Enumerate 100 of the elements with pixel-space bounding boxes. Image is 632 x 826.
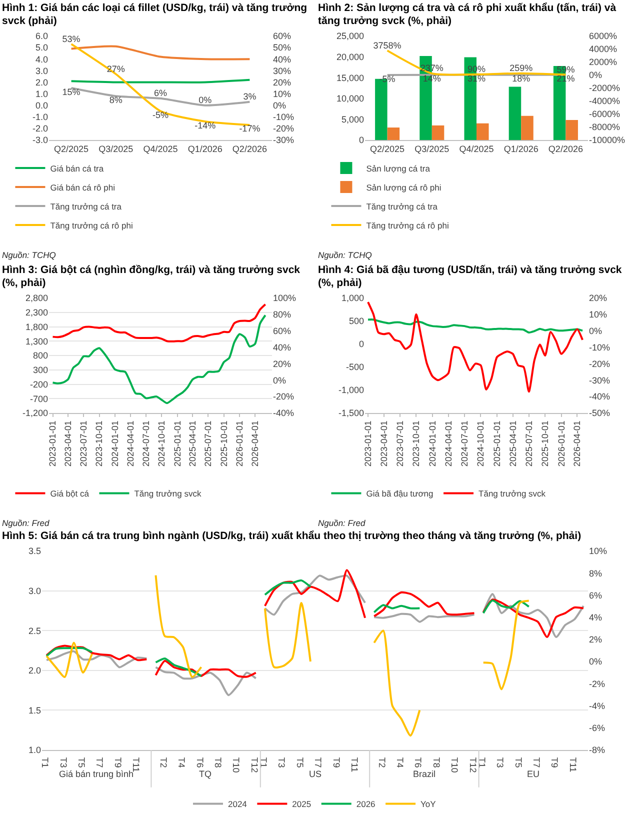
y2-tick-label: 6000% [589, 31, 618, 42]
y-tick-label: 20,000 [336, 52, 364, 62]
y-tick-label: -1,000 [338, 385, 364, 396]
x-tick-label: T6 [194, 757, 205, 768]
y2-tick-label: -20% [273, 392, 294, 402]
line-series [70, 45, 251, 60]
data-label: 3% [243, 92, 256, 102]
y2-tick-label: 30% [273, 66, 292, 76]
y2-tick-label: 6% [589, 590, 602, 600]
y-tick-label: 2,300 [25, 308, 48, 318]
legend-label: Giá bã đậu tương [366, 488, 434, 499]
y2-tick-label: 10% [589, 546, 608, 556]
text: Nguồn: TCHQ [318, 249, 373, 262]
data-label: -5% [379, 74, 396, 84]
text: Brazil [413, 769, 436, 779]
data-label: 8% [109, 94, 122, 105]
x-tick-label: T5 [76, 757, 86, 768]
x-tick-label: 2024-04-01 [125, 420, 136, 467]
x-tick-label: 2023-01-01 [48, 420, 58, 467]
y2-tick-label: -30% [589, 375, 610, 386]
y-tick-label: 1,800 [25, 322, 48, 332]
y2-tick-label: -2% [589, 678, 606, 689]
y-tick-label: 800 [32, 350, 48, 361]
x-tick-label: T7 [531, 757, 542, 768]
x-tick-label: Q4/2025 [143, 144, 178, 154]
x-tick-label: 2026-01-01 [234, 420, 245, 467]
y2-tick-label: -40% [273, 408, 294, 418]
y2-tick-label: 2000% [589, 57, 618, 68]
text: EU [527, 769, 540, 779]
x-tick-label: T10 [231, 757, 242, 773]
y2-tick-label: 0% [589, 70, 602, 80]
x-tick-label: 2025-04-01 [508, 420, 518, 467]
y2-tick-label: 60% [273, 326, 292, 336]
x-tick-label: 2024-01-01 [427, 420, 438, 467]
y2-tick-label: 80% [273, 310, 292, 320]
y-tick-label: 2.0 [35, 77, 48, 88]
legend-label: Giá bán cá tra [50, 163, 104, 174]
x-tick-label: Q3/2025 [98, 144, 134, 154]
chart-title: Hình 5: Giá bán cá tra trung bình ngành (USD/kg, trái) xuất khẩu theo thị trường theo tháng và tăng trưởng (%, phải) [2, 529, 582, 543]
y2-tick-label: 10% [273, 88, 292, 99]
x-tick-label: 2023-07-01 [394, 420, 405, 467]
y-tick-label: -700 [30, 394, 48, 404]
x-tick-label: 2024-07-01 [459, 420, 470, 467]
y2-tick-label: 40% [273, 54, 292, 64]
x-tick-label: 2025-07-01 [203, 420, 214, 467]
x-tick-label: 2025-01-01 [172, 420, 182, 467]
y2-tick-label: -6% [589, 723, 606, 734]
y2-tick-label: 100% [273, 293, 296, 304]
x-tick-label: T8 [212, 757, 223, 768]
y-tick-label: -3.0 [32, 135, 48, 146]
x-tick-label: T9 [112, 757, 123, 768]
x-tick-label: 2023-01-01 [362, 420, 373, 467]
y2-tick-label: 4000% [589, 44, 618, 54]
legend-label: 2026 [356, 799, 376, 810]
y-tick-label: 0 [358, 135, 364, 146]
legend-label: Tăng trưởng svck [134, 488, 202, 499]
y2-tick-label: -40% [589, 392, 610, 402]
legend-label: Tăng trưởng cá tra [50, 201, 122, 212]
text: TQ [199, 769, 212, 779]
x-tick-label: T9 [331, 757, 342, 768]
x-tick-label: T7 [313, 757, 324, 768]
x-tick-label: 2025-07-01 [524, 420, 534, 467]
line-series [52, 314, 266, 404]
data-label: -5% [152, 110, 169, 120]
data-label: 3758% [373, 40, 402, 50]
line-series [367, 301, 584, 393]
x-tick-label: 2024-10-01 [476, 420, 486, 467]
y2-tick-label: 20% [273, 358, 292, 369]
bar [432, 125, 444, 140]
bar [476, 123, 489, 140]
x-tick-label: T3 [276, 757, 287, 768]
y2-tick-label: 50% [273, 42, 292, 53]
x-tick-label: 2023-07-01 [78, 420, 89, 467]
legend-label: YoY [420, 799, 436, 810]
y2-tick-label: -4% [589, 700, 606, 711]
data-label: -14% [194, 120, 216, 130]
x-tick-label: T5 [294, 757, 305, 768]
y2-tick-label: 0% [589, 656, 602, 667]
y-tick-label: 15,000 [336, 72, 364, 83]
y-tick-label: 1.5 [28, 705, 41, 716]
x-tick-label: 2025-10-01 [218, 420, 229, 467]
x-tick-label: 2026-01-01 [556, 420, 566, 467]
y2-tick-label: 40% [273, 342, 292, 352]
y2-tick-label: 4% [589, 612, 602, 622]
x-tick-label: T11 [131, 757, 142, 772]
data-label: 15% [62, 86, 80, 97]
y2-tick-label: 20% [273, 77, 292, 88]
x-tick-label: T12 [249, 757, 260, 773]
data-label: 53% [62, 34, 80, 44]
x-tick-label: T2 [376, 757, 387, 768]
x-tick-label: 2024-01-01 [110, 420, 120, 467]
y2-tick-label: 0% [273, 100, 286, 110]
y-tick-label: -500 [346, 362, 364, 372]
y-tick-label: 2.5 [28, 626, 41, 636]
x-tick-label: Q1/2026 [504, 144, 538, 154]
y2-tick-label: 2% [589, 634, 602, 645]
x-tick-label: Q1/2026 [188, 144, 222, 154]
x-tick-label: T3 [58, 757, 68, 768]
y2-tick-label: -30% [273, 135, 294, 146]
data-label: 237% [420, 63, 444, 74]
